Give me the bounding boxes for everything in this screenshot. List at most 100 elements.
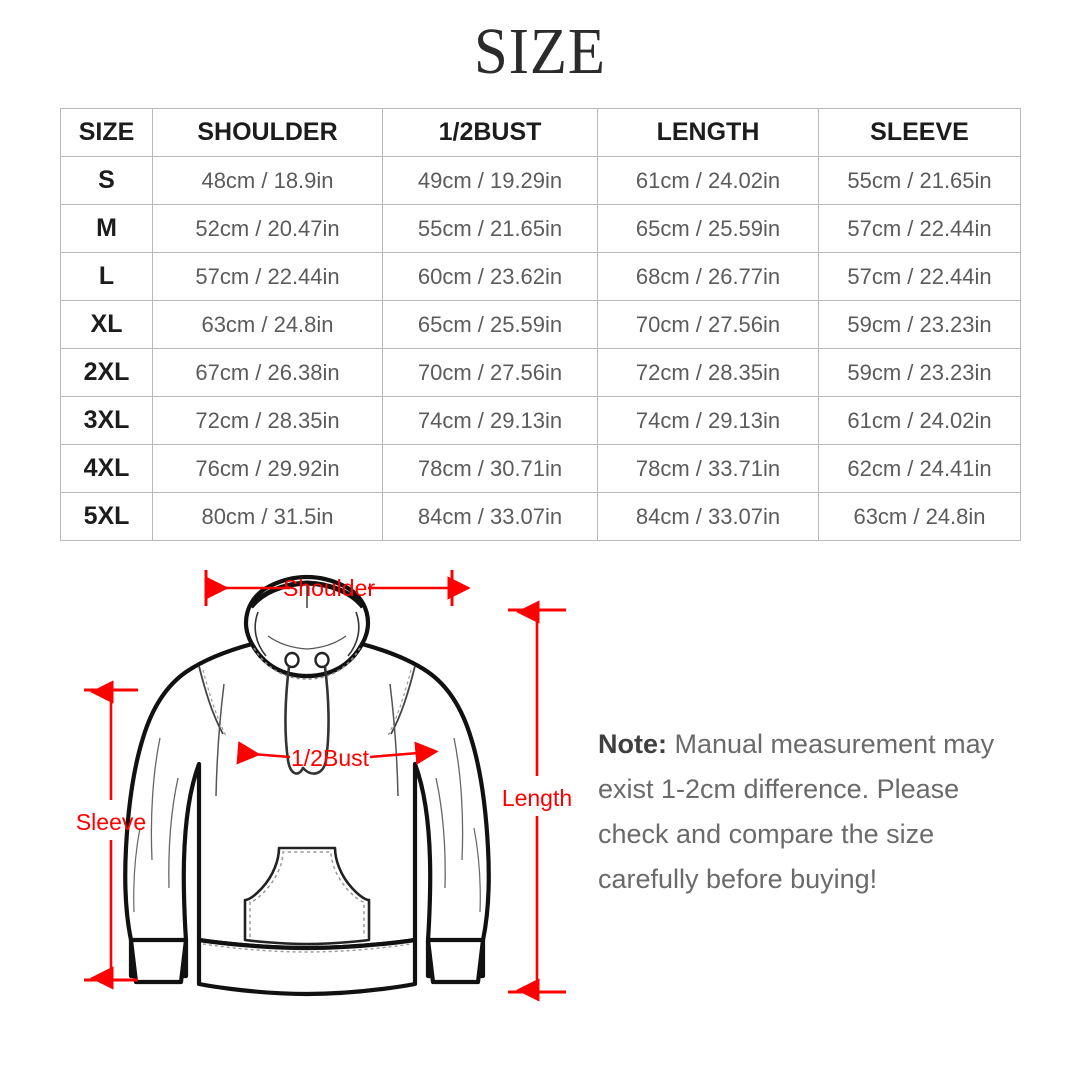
shoulder-dimension	[204, 570, 471, 606]
cell-length: 61cm / 24.02in	[597, 156, 819, 205]
cell-sleeve: 63cm / 24.8in	[818, 492, 1021, 541]
eyelet-left	[284, 651, 300, 669]
cell-bust: 65cm / 25.59in	[382, 300, 598, 349]
cell-size: 3XL	[60, 396, 153, 445]
cell-sleeve: 55cm / 21.65in	[818, 156, 1021, 205]
header-shoulder: SHOULDER	[152, 108, 383, 157]
length-dimension	[508, 600, 566, 1002]
cell-sleeve: 59cm / 23.23in	[818, 348, 1021, 397]
cell-bust: 60cm / 23.62in	[382, 252, 598, 301]
sleeve-fold-right-1	[453, 737, 464, 861]
bust-dimension	[236, 741, 439, 765]
bust-arrow-right	[369, 741, 439, 765]
kangaroo-pocket	[243, 846, 371, 946]
table-row: XL 63cm / 24.8in 65cm / 25.59in 70cm / 2…	[60, 300, 1021, 349]
hood-fold-left	[254, 611, 267, 657]
cell-bust: 74cm / 29.13in	[382, 396, 598, 445]
note-text: Manual measurement may exist 1-2cm diffe…	[598, 729, 995, 894]
cell-bust: 55cm / 21.65in	[382, 204, 598, 253]
header-size: SIZE	[60, 108, 153, 157]
shoulder-stitch-right	[387, 669, 412, 737]
size-table-container: SIZE SHOULDER 1/2BUST LENGTH SLEEVE S 48…	[60, 108, 1021, 541]
cell-sleeve: 61cm / 24.02in	[818, 396, 1021, 445]
header-sleeve: SLEEVE	[818, 108, 1021, 157]
sleeve-fold-right-3	[473, 827, 481, 913]
sleeve-fold-left-3	[133, 827, 141, 913]
cell-size: L	[60, 252, 153, 301]
table-row: 5XL 80cm / 31.5in 84cm / 33.07in 84cm / …	[60, 492, 1021, 541]
cell-sleeve: 62cm / 24.41in	[818, 444, 1021, 493]
hoodie-cuff-right	[425, 937, 486, 985]
hood-fold-right	[347, 611, 360, 657]
cell-length: 74cm / 29.13in	[597, 396, 819, 445]
note-label: Note:	[598, 729, 667, 759]
cell-length: 72cm / 28.35in	[597, 348, 819, 397]
cell-length: 65cm / 25.59in	[597, 204, 819, 253]
cell-length: 84cm / 33.07in	[597, 492, 819, 541]
cell-shoulder: 57cm / 22.44in	[152, 252, 383, 301]
cell-size: 5XL	[60, 492, 153, 541]
cell-sleeve: 59cm / 23.23in	[818, 300, 1021, 349]
drawstring-left	[284, 665, 305, 775]
cell-length: 70cm / 27.56in	[597, 300, 819, 349]
shoulder-label: Shoulder	[283, 575, 375, 601]
hoodie-illustration	[123, 574, 491, 997]
cell-shoulder: 76cm / 29.92in	[152, 444, 383, 493]
bust-label: 1/2Bust	[291, 745, 370, 771]
cell-size: S	[60, 156, 153, 205]
hood-opening-edge	[249, 580, 365, 609]
cell-bust: 70cm / 27.56in	[382, 348, 598, 397]
hood-inner-crease-left	[267, 635, 308, 650]
cell-bust: 49cm / 19.29in	[382, 156, 598, 205]
cell-shoulder: 80cm / 31.5in	[152, 492, 383, 541]
sleeve-fold-left-2	[168, 777, 179, 889]
sleeve-label: Sleeve	[76, 809, 146, 835]
cell-size: XL	[60, 300, 153, 349]
measurement-note: Note: Manual measurement may exist 1-2cm…	[598, 722, 1028, 902]
eyelet-right	[314, 651, 330, 669]
hem-stitching	[202, 943, 412, 953]
armhole-crease-left	[215, 683, 225, 797]
cell-sleeve: 57cm / 22.44in	[818, 204, 1021, 253]
table-row: 4XL 76cm / 29.92in 78cm / 30.71in 78cm /…	[60, 444, 1021, 493]
cell-size: 2XL	[60, 348, 153, 397]
cell-length: 78cm / 33.71in	[597, 444, 819, 493]
table-row: S 48cm / 18.9in 49cm / 19.29in 61cm / 24…	[60, 156, 1021, 205]
size-table: SIZE SHOULDER 1/2BUST LENGTH SLEEVE S 48…	[60, 108, 1021, 541]
header-length: LENGTH	[597, 108, 819, 157]
header-bust: 1/2BUST	[382, 108, 598, 157]
hoodie-cuff-left	[128, 937, 189, 985]
armhole-crease-right	[389, 683, 399, 797]
drawstring-right	[301, 665, 330, 775]
cell-sleeve: 57cm / 22.44in	[818, 252, 1021, 301]
cell-shoulder: 48cm / 18.9in	[152, 156, 383, 205]
cell-size: M	[60, 204, 153, 253]
bust-arrow-left	[236, 741, 291, 765]
cell-shoulder: 52cm / 20.47in	[152, 204, 383, 253]
table-row: 3XL 72cm / 28.35in 74cm / 29.13in 74cm /…	[60, 396, 1021, 445]
table-row: L 57cm / 22.44in 60cm / 23.62in 68cm / 2…	[60, 252, 1021, 301]
cell-shoulder: 72cm / 28.35in	[152, 396, 383, 445]
table-row: 2XL 67cm / 26.38in 70cm / 27.56in 72cm /…	[60, 348, 1021, 397]
length-label: Length	[502, 785, 572, 811]
cell-bust: 84cm / 33.07in	[382, 492, 598, 541]
hoodie-hood	[243, 574, 371, 679]
table-header-row: SIZE SHOULDER 1/2BUST LENGTH SLEEVE	[60, 108, 1021, 157]
sleeve-fold-left-1	[150, 737, 161, 861]
page-title: SIZE	[474, 15, 606, 88]
sleeve-dimension	[84, 680, 138, 990]
cell-size: 4XL	[60, 444, 153, 493]
neckline-stitching	[253, 647, 361, 680]
shoulder-stitch-left	[202, 669, 227, 737]
hoodie-measurement-diagram: Shoulder 1/2Bust Length Sl	[0, 548, 600, 1018]
cell-shoulder: 63cm / 24.8in	[152, 300, 383, 349]
sleeve-fold-right-2	[435, 777, 446, 889]
pocket-stitching	[249, 851, 365, 937]
table-row: M 52cm / 20.47in 55cm / 21.65in 65cm / 2…	[60, 204, 1021, 253]
cell-length: 68cm / 26.77in	[597, 252, 819, 301]
cell-shoulder: 67cm / 26.38in	[152, 348, 383, 397]
cell-bust: 78cm / 30.71in	[382, 444, 598, 493]
hood-inner-crease-right	[306, 635, 347, 650]
hoodie-hem-band	[196, 937, 418, 997]
